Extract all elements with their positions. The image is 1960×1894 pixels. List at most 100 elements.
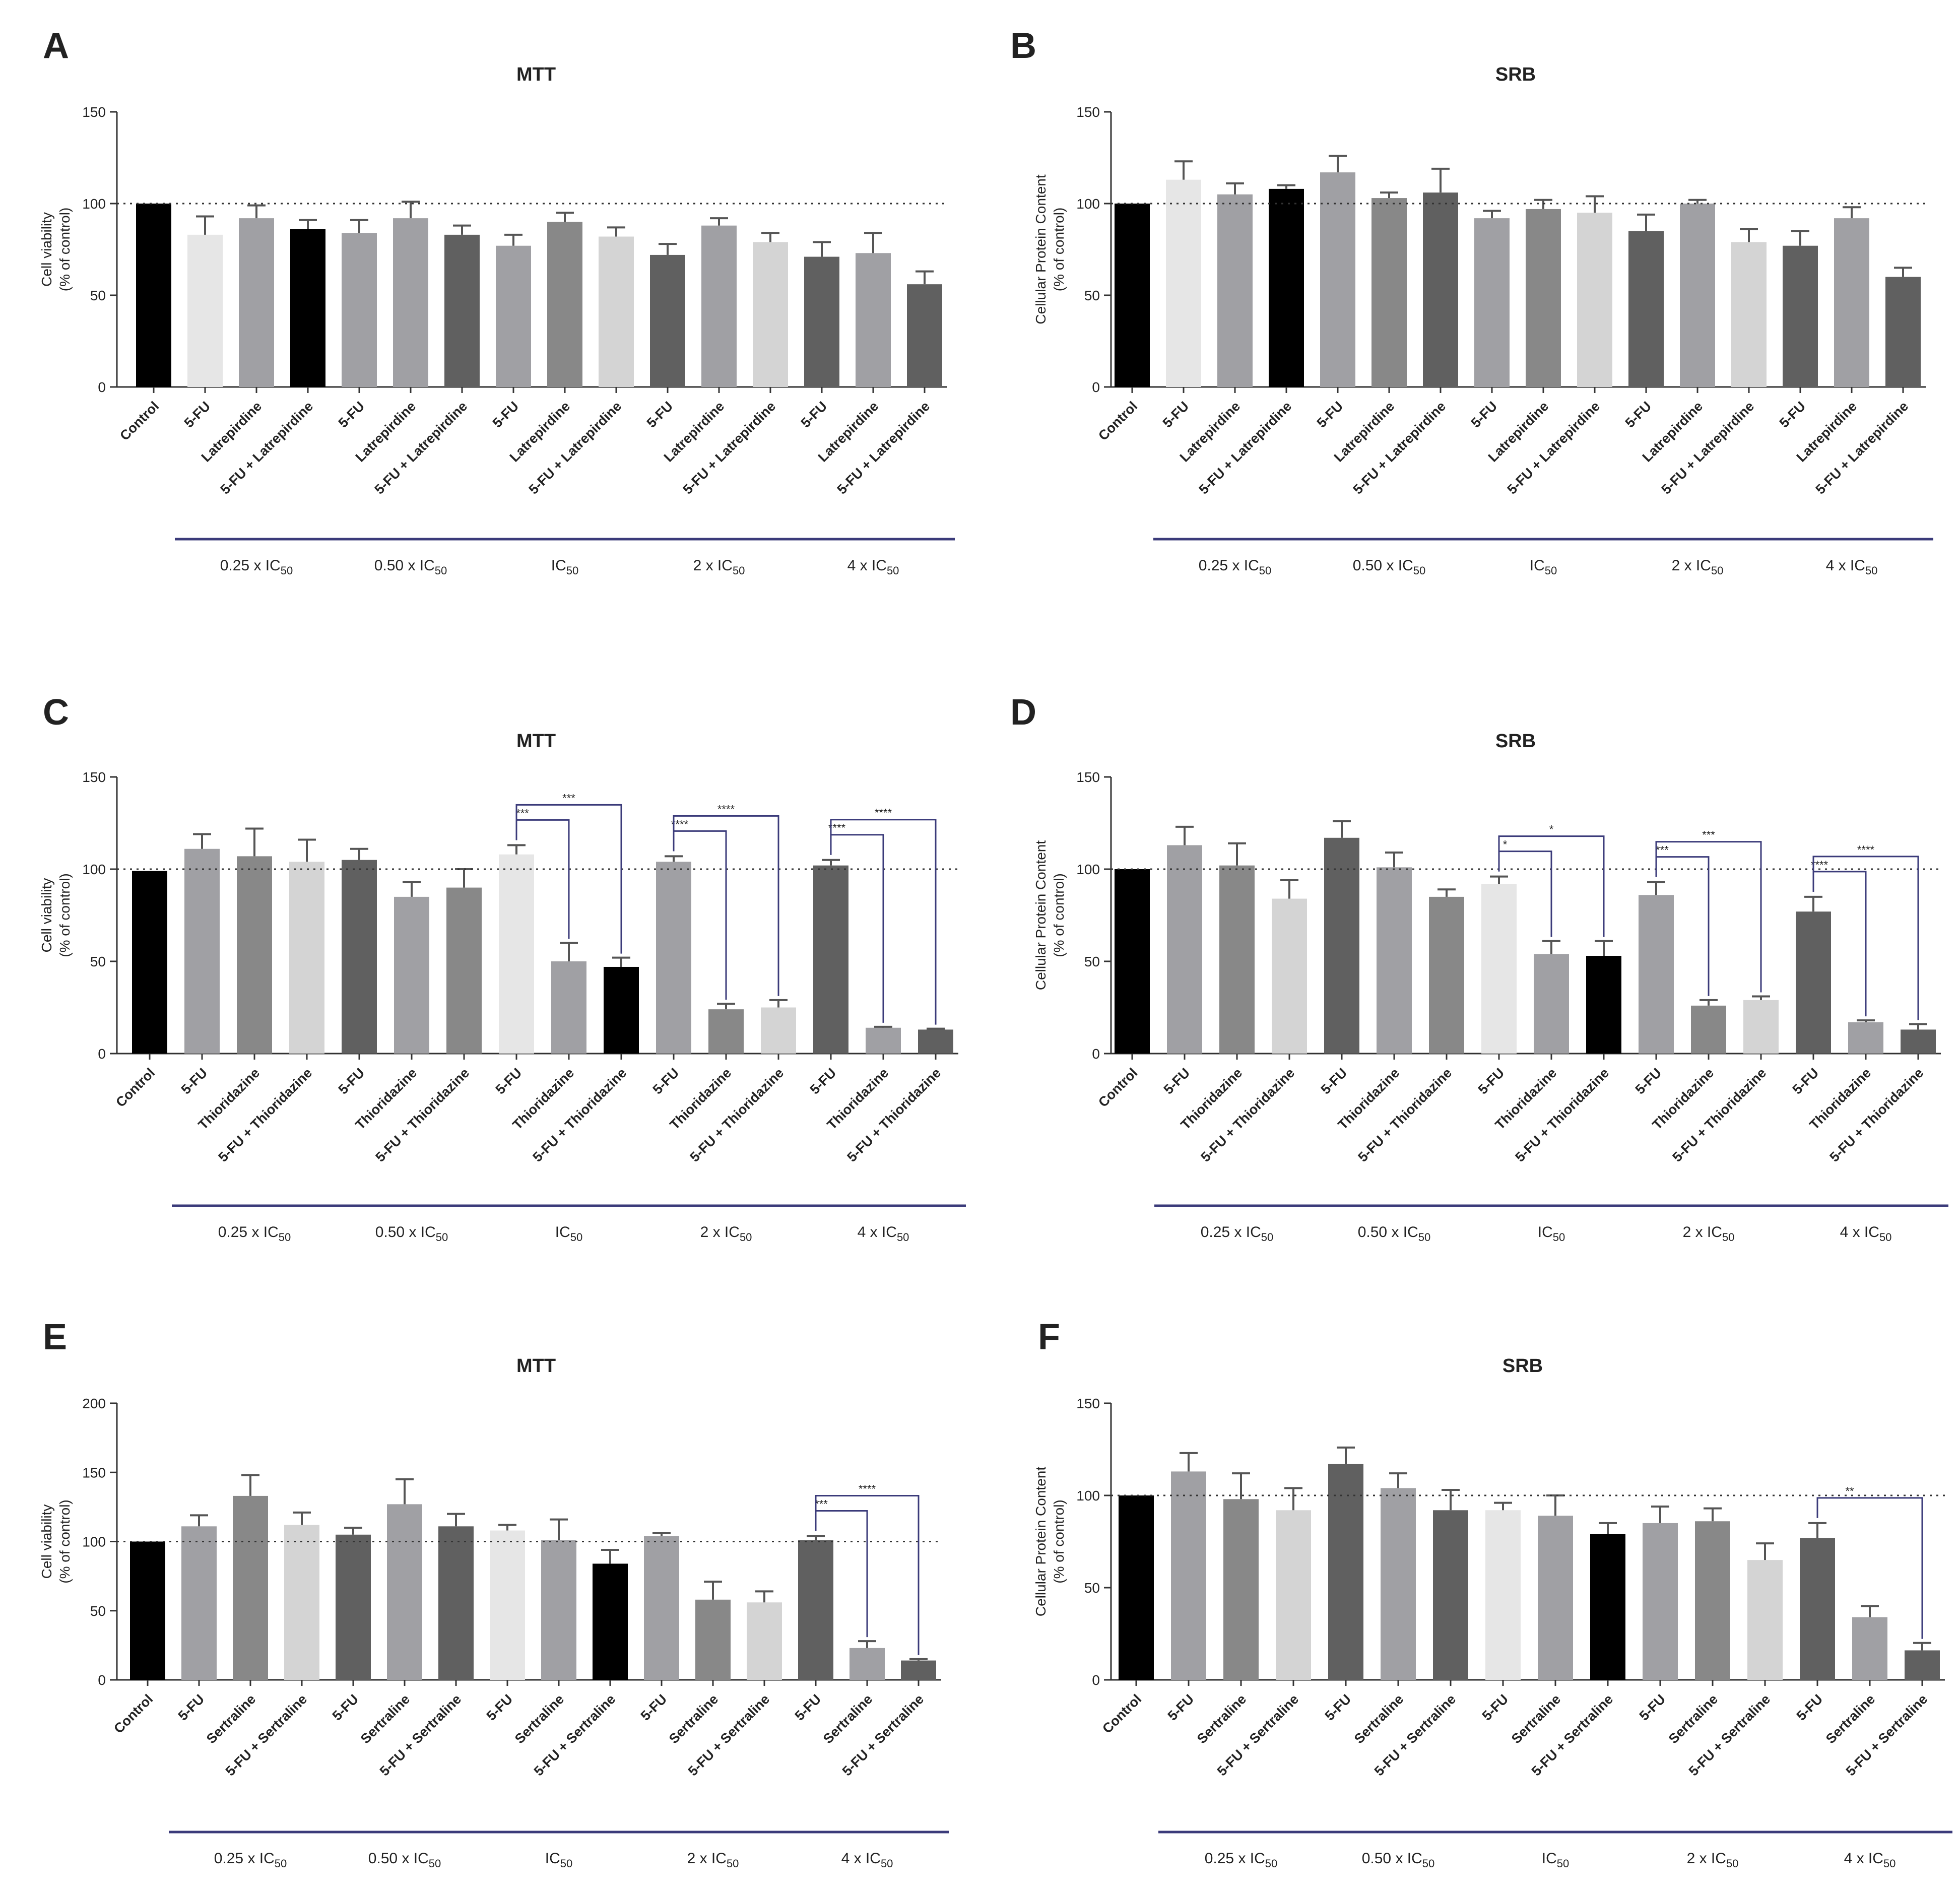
bar	[1371, 198, 1407, 387]
panel-letter: E	[43, 1317, 67, 1357]
bar	[1166, 179, 1201, 387]
group-label-main: IC	[555, 1224, 570, 1240]
bar	[233, 1495, 268, 1680]
significance-label: *	[1549, 823, 1554, 836]
group-label: 4 x IC50	[847, 557, 899, 577]
x-category-label: 5-FU	[175, 1691, 208, 1724]
bar	[599, 236, 634, 387]
x-category-label: 5-FU	[490, 399, 522, 431]
group-label-main: 2 x IC	[1672, 557, 1711, 574]
group-label: 0.50 x IC50	[368, 1850, 441, 1870]
bar	[336, 1534, 371, 1680]
bar	[1796, 911, 1831, 1054]
y-tick-label: 50	[90, 1603, 106, 1619]
y-tick-label: 50	[90, 954, 106, 969]
y-axis-label: Cell viability (% of control)	[39, 208, 73, 292]
bar	[901, 1660, 936, 1680]
significance-label: **	[1845, 1485, 1854, 1497]
x-category-label: 5-FU + Thioridazine	[687, 1065, 787, 1165]
group-label-subscript: 50	[1726, 1857, 1738, 1870]
group-label-main: 0.25 x IC	[218, 1224, 279, 1240]
bar	[1429, 896, 1464, 1054]
y-axis-label-line: Cellular Protein Content	[1033, 840, 1049, 990]
x-category-label: 5-FU	[1318, 1065, 1350, 1097]
y-tick-label: 100	[82, 196, 106, 212]
x-category-label: Sertraline	[1194, 1691, 1249, 1746]
x-category-label: Sertraline	[666, 1691, 721, 1746]
bar	[490, 1530, 525, 1680]
bar	[856, 253, 891, 387]
bar	[438, 1526, 474, 1680]
group-label-main: 2 x IC	[1687, 1850, 1726, 1867]
group-label-main: 0.25 x IC	[1205, 1850, 1265, 1867]
group-label-main: 4 x IC	[858, 1224, 897, 1240]
bar	[1423, 192, 1458, 387]
bar	[593, 1563, 628, 1680]
group-label: IC50	[1542, 1850, 1569, 1870]
panel-letter: C	[43, 692, 69, 733]
x-category-label: 5-FU + Thioridazine	[215, 1065, 315, 1165]
x-category-label: 5-FU + Thioridazine	[1826, 1065, 1926, 1165]
panel-letter: B	[1010, 26, 1036, 66]
significance-label: ****	[717, 803, 735, 815]
y-tick-label: 50	[1084, 954, 1100, 969]
group-label: IC50	[545, 1850, 572, 1870]
x-category-label: 5-FU	[1479, 1691, 1512, 1724]
bar	[444, 234, 480, 387]
bar	[1852, 1617, 1887, 1680]
y-tick-label: 150	[1076, 1396, 1100, 1411]
bar	[1590, 1534, 1625, 1680]
x-category-label: 5-FU + Latrepirdine	[372, 399, 471, 497]
group-label-main: IC	[1538, 1224, 1553, 1240]
group-label-subscript: 50	[727, 1857, 739, 1870]
y-tick-label: 100	[82, 862, 106, 877]
bar	[1328, 1464, 1363, 1680]
group-label: 0.50 x IC50	[375, 1224, 448, 1244]
x-category-label: 5-FU	[1632, 1065, 1665, 1097]
group-label-main: IC	[1542, 1850, 1557, 1867]
x-category-label: 5-FU	[792, 1691, 824, 1724]
group-label-subscript: 50	[1722, 1231, 1734, 1244]
bar	[1269, 188, 1304, 387]
x-category-label: 5-FU + Latrepirdine	[680, 399, 779, 497]
group-label: 0.25 x IC50	[1201, 1224, 1274, 1244]
group-label-subscript: 50	[1265, 1857, 1277, 1870]
group-label-subscript: 50	[279, 1231, 291, 1244]
significance-bracket	[1812, 856, 1919, 1020]
y-tick-label: 100	[1076, 196, 1100, 212]
x-category-label: 5-FU + Thioridazine	[1198, 1065, 1297, 1165]
x-category-label: 5-FU	[336, 1065, 368, 1097]
group-label-main: 0.50 x IC	[375, 1224, 436, 1240]
chart-title: SRB	[1495, 64, 1536, 85]
bar	[798, 1540, 833, 1680]
bar	[541, 1540, 576, 1680]
significance-bracket	[1816, 1497, 1923, 1639]
group-label-subscript: 50	[1865, 564, 1877, 577]
x-category-label: Control	[117, 399, 162, 443]
significance-bracket	[515, 804, 622, 954]
group-label-subscript: 50	[560, 1857, 572, 1870]
group-label-main: 0.25 x IC	[1199, 557, 1259, 574]
y-tick-label: 100	[1076, 862, 1100, 877]
group-label: 4 x IC50	[841, 1850, 893, 1870]
x-category-label: 5-FU + Thioridazine	[844, 1065, 944, 1165]
x-category-label: Control	[113, 1065, 158, 1110]
x-category-label: 5-FU	[1314, 399, 1346, 431]
y-tick-label: 50	[90, 288, 106, 303]
y-axis-label-line: (% of control)	[57, 1499, 73, 1584]
x-category-label: Control	[111, 1691, 156, 1736]
bar	[1691, 1005, 1726, 1054]
y-axis-label-line: (% of control)	[1051, 1499, 1067, 1584]
group-label-main: 4 x IC	[1844, 1850, 1883, 1867]
y-axis-label-line: Cell viability	[39, 1505, 54, 1579]
group-label-main: 2 x IC	[700, 1224, 740, 1240]
group-label: 2 x IC50	[700, 1224, 752, 1244]
group-label-subscript: 50	[1413, 564, 1425, 577]
group-label: 2 x IC50	[1683, 1224, 1735, 1244]
group-label: 4 x IC50	[1826, 557, 1878, 577]
bar	[239, 218, 274, 387]
x-category-label: 5-FU	[1468, 399, 1500, 431]
chart-title: MTT	[516, 731, 556, 752]
bar	[918, 1029, 953, 1054]
group-label-main: 0.50 x IC	[1358, 1224, 1418, 1240]
